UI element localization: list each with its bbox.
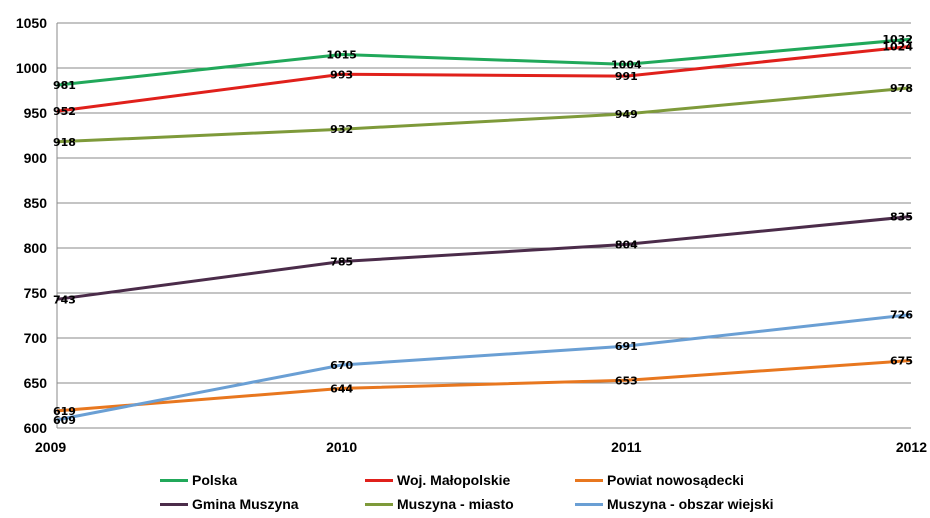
data-label: 918 <box>53 136 76 149</box>
x-tick-label: 2009 <box>35 439 66 455</box>
legend-label: Gmina Muszyna <box>192 496 299 512</box>
data-label: 653 <box>615 374 638 387</box>
y-tick-label: 850 <box>24 195 48 211</box>
y-tick-label: 700 <box>24 330 48 346</box>
series-line-0 <box>56 37 912 87</box>
data-label: 952 <box>53 105 76 118</box>
legend-swatch <box>365 502 393 506</box>
data-label: 1015 <box>326 49 357 62</box>
legend-label: Muszyna - miasto <box>397 496 514 512</box>
series-line-1 <box>56 44 912 113</box>
data-label: 993 <box>330 68 353 81</box>
data-label: 619 <box>53 405 76 418</box>
series-line-5 <box>56 313 912 422</box>
y-tick-label: 1000 <box>16 60 47 76</box>
legend-label: Muszyna - obszar wiejski <box>607 496 774 512</box>
series-line-3 <box>56 215 912 301</box>
y-tick-label: 950 <box>24 105 48 121</box>
legend-label: Woj. Małopolskie <box>397 472 511 488</box>
legend-item: Gmina Muszyna <box>160 494 365 514</box>
x-tick-label: 2012 <box>896 439 927 455</box>
data-label: 644 <box>330 382 353 395</box>
data-label: 785 <box>330 256 353 269</box>
x-axis-ticks: 2009 2010 2011 2012 <box>35 439 927 455</box>
data-label: 949 <box>615 108 638 121</box>
data-label: 1024 <box>882 40 913 53</box>
legend-item: Polska <box>160 470 365 490</box>
legend-swatch <box>160 502 188 506</box>
data-label: 978 <box>890 82 913 95</box>
legend-item: Muszyna - miasto <box>365 494 575 514</box>
data-label: 804 <box>615 238 638 251</box>
y-axis-ticks: 600 650 700 750 800 850 900 950 1000 1050 <box>16 15 47 436</box>
data-label: 835 <box>890 211 913 224</box>
data-label: 1032 <box>882 33 913 46</box>
legend-item: Powiat nowosądecki <box>575 470 825 490</box>
data-label: 675 <box>890 355 913 368</box>
legend-label: Powiat nowosądecki <box>607 472 744 488</box>
data-label: 743 <box>53 293 76 306</box>
legend-swatch <box>575 478 603 482</box>
data-label: 670 <box>330 359 353 372</box>
y-tick-label: 800 <box>24 240 48 256</box>
legend-label: Polska <box>192 472 238 488</box>
y-tick-label: 650 <box>24 375 48 391</box>
legend-swatch <box>575 502 603 506</box>
x-tick-label: 2010 <box>326 439 357 455</box>
data-label: 1004 <box>611 58 642 71</box>
data-label: 991 <box>615 70 638 83</box>
y-tick-label: 750 <box>24 285 48 301</box>
series-line-4 <box>56 86 912 144</box>
series-line-2 <box>56 359 912 413</box>
legend-swatch <box>160 478 188 482</box>
data-label: 609 <box>53 414 76 427</box>
y-tick-label: 1050 <box>16 15 47 31</box>
series-lines <box>56 37 912 422</box>
data-label: 932 <box>330 123 353 136</box>
data-label: 981 <box>53 79 76 92</box>
legend-item: Muszyna - obszar wiejski <box>575 494 825 514</box>
data-labels: 981 1015 1004 1032 952 993 991 1024 619 644 653 675… <box>53 33 913 427</box>
legend: Polska Woj. Małopolskie Powiat nowosądecki… <box>160 470 880 514</box>
x-tick-label: 2011 <box>611 439 642 455</box>
y-tick-label: 600 <box>24 420 48 436</box>
legend-item: Woj. Małopolskie <box>365 470 575 490</box>
data-label: 691 <box>615 340 638 353</box>
grid-lines <box>57 22 911 429</box>
legend-swatch <box>365 478 393 482</box>
y-tick-label: 900 <box>24 150 48 166</box>
data-label: 726 <box>890 309 913 322</box>
